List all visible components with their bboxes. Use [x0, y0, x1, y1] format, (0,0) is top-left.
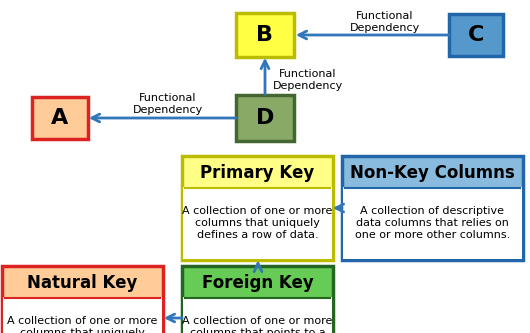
FancyBboxPatch shape	[182, 266, 333, 333]
FancyBboxPatch shape	[183, 297, 332, 333]
Text: Foreign Key: Foreign Key	[201, 274, 313, 292]
FancyBboxPatch shape	[182, 156, 333, 260]
Text: B: B	[257, 25, 273, 45]
FancyBboxPatch shape	[342, 156, 523, 260]
Text: A: A	[51, 108, 68, 128]
Text: Natural Key: Natural Key	[28, 274, 138, 292]
Text: A collection of one or more
columns that points to a
unique row.: A collection of one or more columns that…	[182, 316, 333, 333]
Text: A collection of one or more
columns that uniquely
defines a row of data.: A collection of one or more columns that…	[7, 316, 158, 333]
FancyBboxPatch shape	[32, 97, 87, 139]
Text: Functional
Dependency: Functional Dependency	[350, 11, 420, 33]
Text: A collection of one or more
columns that uniquely
defines a row of data.: A collection of one or more columns that…	[182, 206, 333, 240]
FancyBboxPatch shape	[343, 187, 522, 259]
Text: A collection of descriptive
data columns that relies on
one or more other column: A collection of descriptive data columns…	[355, 206, 510, 240]
Text: Functional
Dependency: Functional Dependency	[273, 69, 343, 91]
FancyBboxPatch shape	[236, 95, 294, 141]
Text: C: C	[468, 25, 484, 45]
FancyBboxPatch shape	[183, 187, 332, 259]
FancyBboxPatch shape	[3, 297, 162, 333]
Text: D: D	[256, 108, 274, 128]
FancyBboxPatch shape	[236, 13, 294, 57]
Text: Functional
Dependency: Functional Dependency	[133, 93, 203, 115]
Text: Primary Key: Primary Key	[200, 164, 315, 182]
FancyBboxPatch shape	[449, 14, 502, 56]
FancyBboxPatch shape	[2, 266, 163, 333]
Text: Non-Key Columns: Non-Key Columns	[350, 164, 515, 182]
